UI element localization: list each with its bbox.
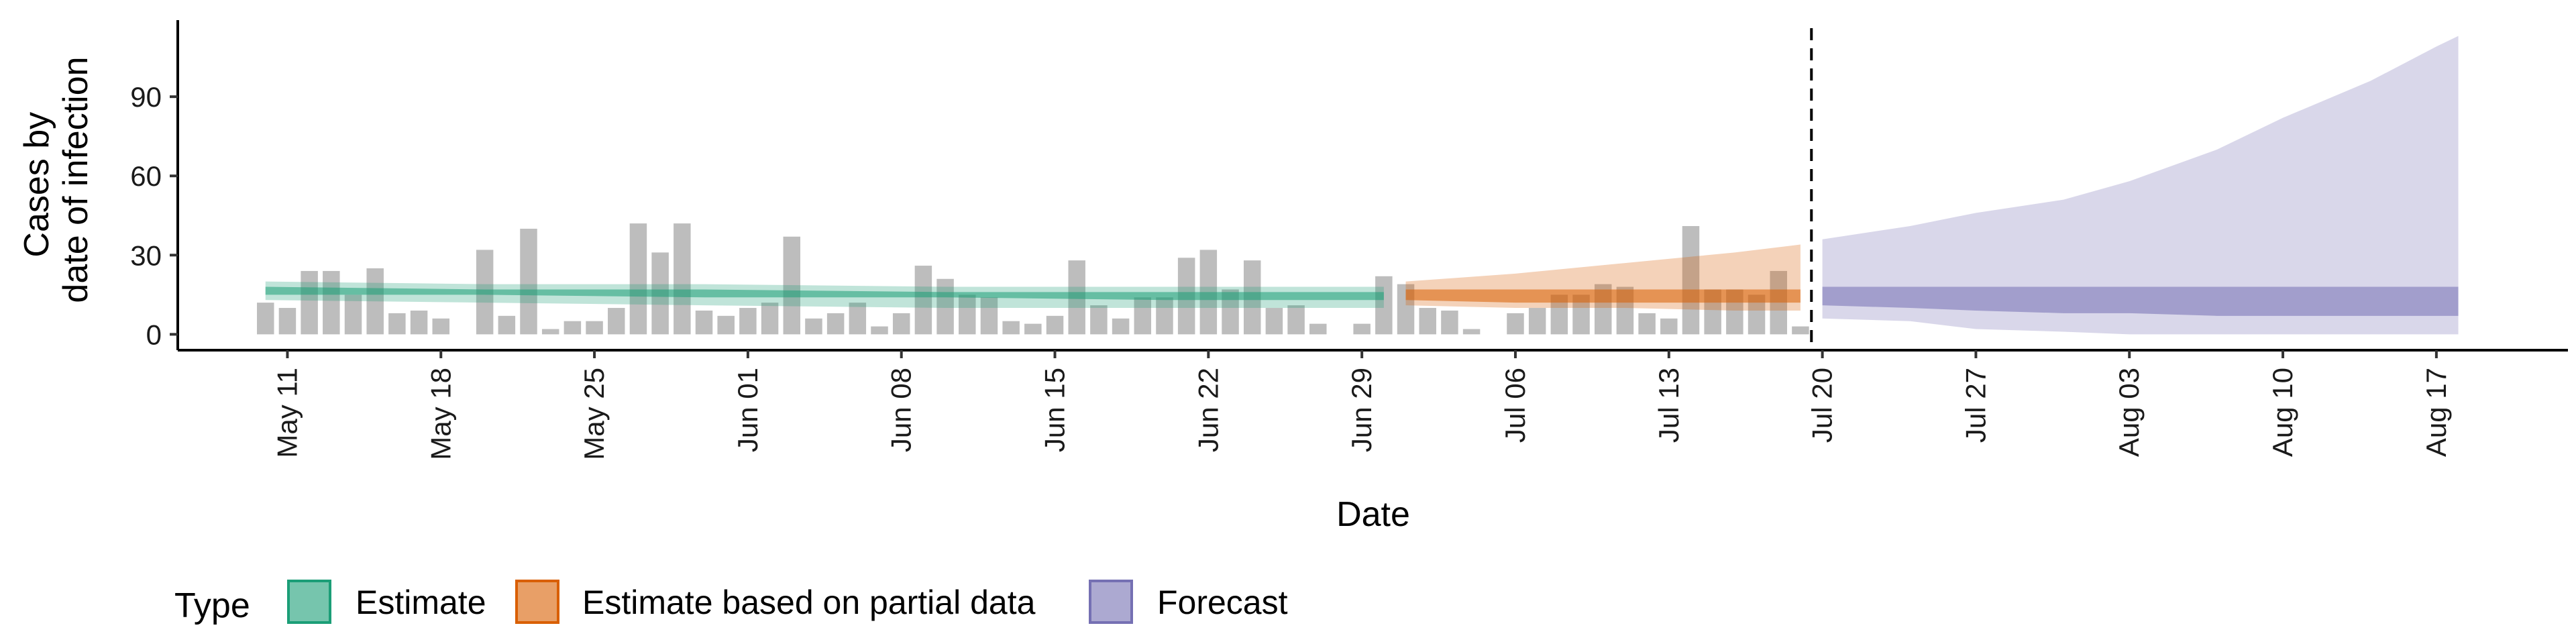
y-tick-label: 90 [130, 81, 162, 113]
legend-label: Estimate [356, 584, 486, 621]
x-axis-title: Date [1336, 495, 1410, 534]
x-axis: May 11 May 18 May 25 Jun 01 Jun 08 Jun 15 Jun … [178, 349, 2568, 460]
reported-case-bar [1156, 297, 1173, 335]
reported-case-bar [1287, 305, 1305, 335]
reported-case-bar [761, 303, 779, 335]
reported-case-bar [1528, 308, 1546, 335]
reported-case-bar [959, 294, 976, 335]
x-tick-label: Jun 29 [1346, 368, 1377, 452]
reported-case-bar [1134, 297, 1152, 335]
x-tick-label: Jul 27 [1960, 368, 1991, 443]
reported-case-bar [849, 303, 867, 335]
y-tick-label: 30 [130, 239, 162, 271]
reported-case-bar [366, 268, 384, 335]
reported-case-bar [586, 321, 603, 335]
forecast-outer-band [1822, 36, 2459, 335]
reported-case-bar [936, 278, 954, 335]
reported-case-bar [1507, 313, 1524, 335]
x-tick-label: Jun 01 [732, 368, 763, 452]
reported-case-bar [805, 318, 822, 335]
reported-case-bar [1375, 276, 1393, 335]
reported-case-bar [1002, 321, 1020, 335]
reported-case-bar [1792, 326, 1809, 335]
reported-case-bar [1419, 308, 1436, 335]
reported-case-bar [1046, 315, 1064, 335]
x-ticks: May 11 May 18 May 25 Jun 01 Jun 08 Jun 15 Jun … [271, 350, 2452, 460]
y-axis-title: Cases by date of infection [17, 56, 95, 303]
reported-case-bar [892, 313, 910, 335]
reported-case-bar [783, 236, 801, 335]
y-axis-title-line-1: Cases by [17, 112, 56, 258]
reported-case-bar [278, 308, 297, 335]
forecast-inner-band [1822, 286, 2459, 316]
reported-case-bar [301, 270, 318, 335]
x-tick-label: Jun 15 [1039, 368, 1071, 452]
reported-case-bar [410, 310, 428, 335]
reported-case-bar [498, 315, 516, 335]
reported-case-bar [980, 297, 998, 335]
reported-case-bar [1112, 318, 1130, 335]
reported-case-bar [520, 228, 537, 335]
reported-case-bar [629, 223, 647, 335]
reported-case-bar [323, 270, 340, 335]
y-axis-title-line-2: date of infection [56, 56, 95, 303]
reported-case-bar [1682, 226, 1700, 335]
reported-cases-bars [257, 223, 1809, 335]
reported-case-bar [257, 303, 274, 335]
partial-estimate-inner-band [1405, 289, 1801, 303]
reported-case-bar [1638, 313, 1656, 335]
x-tick-label: May 11 [271, 368, 303, 458]
x-tick-label: Aug 17 [2420, 368, 2452, 457]
y-axis: 0 30 60 90 [130, 20, 179, 350]
legend-swatch [1089, 580, 1133, 624]
reported-case-bar [564, 321, 582, 335]
reported-case-bar [739, 308, 757, 335]
x-tick-label: Jul 06 [1499, 368, 1531, 443]
reported-case-bar [388, 313, 406, 335]
legend-items: Estimate Estimate based on partial data Fo… [287, 580, 1288, 624]
legend-title: Type [174, 586, 250, 625]
reported-case-bar [1441, 310, 1458, 335]
reported-case-bar [541, 329, 559, 335]
x-tick-label: Aug 03 [2113, 368, 2145, 457]
reported-case-bar [344, 294, 362, 335]
estimate-inner-band [265, 286, 1384, 301]
reported-case-bar [1462, 329, 1481, 335]
y-tick-label: 0 [146, 319, 162, 350]
estimate-bands [265, 36, 2459, 335]
reported-case-bar [871, 326, 888, 335]
legend-label: Forecast [1157, 584, 1288, 621]
reported-case-bar [1660, 318, 1678, 335]
y-ticks: 0 30 60 90 [130, 81, 178, 350]
reported-case-bar [1024, 323, 1042, 335]
reported-case-bar [717, 315, 735, 335]
x-tick-label: May 25 [578, 368, 610, 460]
reported-case-bar [1309, 323, 1327, 335]
x-tick-label: May 18 [425, 368, 456, 460]
reported-case-bar [432, 318, 450, 335]
legend-swatch [287, 580, 331, 624]
x-tick-label: Aug 10 [2267, 368, 2298, 457]
reported-case-bar [674, 223, 691, 335]
x-tick-label: Jul 20 [1807, 368, 1838, 443]
legend: Type Estimate Estimate based on partial d… [174, 580, 1288, 625]
plot-area [257, 28, 2459, 350]
reported-case-bar [1353, 323, 1371, 335]
x-tick-label: Jun 22 [1192, 368, 1224, 452]
reported-case-bar [914, 266, 932, 335]
reported-case-bar [608, 308, 625, 335]
y-tick-label: 60 [130, 160, 162, 192]
reported-case-bar [826, 313, 845, 335]
x-tick-label: Jul 13 [1653, 368, 1684, 443]
reported-case-bar [1090, 305, 1108, 335]
legend-label: Estimate based on partial data [582, 584, 1036, 621]
x-tick-label: Jun 08 [885, 368, 917, 452]
reported-case-bar [695, 310, 713, 335]
legend-swatch [515, 580, 559, 624]
reported-case-bar [1265, 308, 1283, 335]
